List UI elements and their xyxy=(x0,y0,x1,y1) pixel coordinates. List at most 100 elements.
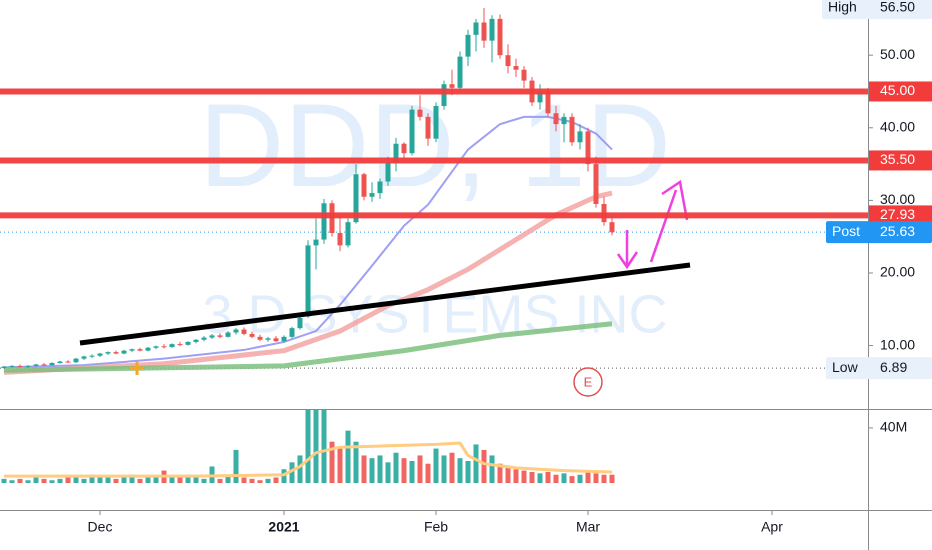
volume-bar xyxy=(9,480,15,483)
candle-body xyxy=(473,22,479,35)
volume-bar xyxy=(241,477,247,483)
candle-body xyxy=(577,131,583,143)
volume-bar xyxy=(345,430,351,483)
candle-body xyxy=(41,364,47,366)
volume-bar xyxy=(577,474,583,483)
volume-bar xyxy=(129,474,135,483)
level-tag xyxy=(869,205,932,226)
axes: 50.00 40.00 30.00 20.00 10.00 Dec 2021 Feb Mar Ap… xyxy=(88,0,932,535)
volume-bar xyxy=(593,473,599,483)
candle-body xyxy=(465,34,471,57)
candle-body xyxy=(441,84,447,106)
volume-pane xyxy=(1,410,615,483)
candle-body xyxy=(289,328,295,337)
low-value: 6.89 xyxy=(880,359,907,375)
candle-body xyxy=(89,355,95,357)
candle-body xyxy=(105,352,111,354)
candle-body xyxy=(113,352,119,354)
x-tick-label: Mar xyxy=(576,519,600,535)
trendline xyxy=(79,262,691,346)
candle-body xyxy=(217,335,223,337)
volume-bar xyxy=(425,463,431,483)
candle-body xyxy=(561,116,567,125)
candle-body xyxy=(49,362,55,366)
volume-bar xyxy=(585,471,591,483)
up-arrow xyxy=(649,179,689,263)
volume-bar xyxy=(121,477,127,483)
volume-bar xyxy=(313,410,319,483)
candle-body xyxy=(161,346,167,348)
earnings-label: E xyxy=(584,374,593,389)
volume-bar xyxy=(137,478,143,483)
low-text: Low xyxy=(832,359,859,375)
candle-body xyxy=(249,333,255,337)
candle-body xyxy=(585,131,591,165)
candle-body xyxy=(593,164,599,204)
candle-body xyxy=(457,56,463,88)
candle-body xyxy=(17,365,23,367)
candle-body xyxy=(137,349,143,351)
volume-bar xyxy=(473,444,479,483)
volume-bar xyxy=(417,455,423,483)
background-layer: DDD, 1D 3 D SYSTEMS INC xyxy=(199,80,671,344)
y-tick-label: 20.00 xyxy=(880,264,915,280)
volume-bar xyxy=(249,478,255,483)
volume-bar xyxy=(337,448,343,483)
volume-bar xyxy=(297,455,303,483)
post-text: Post xyxy=(832,223,860,239)
volume-bar xyxy=(105,476,111,483)
volume-bar xyxy=(33,477,39,483)
volume-bar xyxy=(257,480,263,483)
x-tick-label: 2021 xyxy=(268,519,299,535)
volume-bar xyxy=(401,458,407,483)
candle-body xyxy=(177,344,183,346)
volume-bar xyxy=(1,478,7,483)
candle-body xyxy=(345,222,351,246)
volume-bar xyxy=(97,477,103,483)
volume-bar xyxy=(49,480,55,483)
post-tag xyxy=(826,221,932,244)
candle-body xyxy=(241,329,247,334)
dividend-marker xyxy=(130,361,144,375)
volume-bar xyxy=(73,477,79,483)
candle-body xyxy=(9,365,15,367)
volume-bar xyxy=(81,478,87,483)
candle-body xyxy=(481,22,487,41)
volume-bar xyxy=(57,478,63,483)
volume-bar xyxy=(145,477,151,483)
candle-body xyxy=(145,347,151,351)
level-label: 27.93 xyxy=(880,206,915,222)
volume-bar xyxy=(177,476,183,483)
volume-bar xyxy=(225,476,231,483)
candle-body xyxy=(425,116,431,139)
candle-body xyxy=(153,346,159,348)
volume-bar xyxy=(465,460,471,483)
high-tag xyxy=(822,0,932,19)
level-tag xyxy=(869,81,932,102)
volume-bar xyxy=(217,478,223,483)
x-tick-label: Feb xyxy=(424,519,448,535)
volume-bar xyxy=(441,455,447,483)
volume-tick-label: 40M xyxy=(880,419,907,435)
candle-body xyxy=(609,222,615,233)
candle-body xyxy=(369,193,375,197)
volume-bar xyxy=(385,462,391,483)
candle-body xyxy=(57,361,63,363)
candle-body xyxy=(385,162,391,182)
volume-bar xyxy=(233,449,239,483)
volume-bar xyxy=(497,463,503,483)
candle-body xyxy=(129,349,135,351)
candle-body xyxy=(505,55,511,67)
high-text: High xyxy=(828,0,857,15)
candle-body xyxy=(305,245,311,317)
volume-bar xyxy=(481,449,487,483)
volume-bar xyxy=(17,478,23,483)
volume-bar xyxy=(457,458,463,483)
candle-body xyxy=(281,336,287,342)
volume-bar xyxy=(569,476,575,483)
volume-bar xyxy=(393,452,399,483)
name-watermark: 3 D SYSTEMS INC xyxy=(202,284,667,344)
candle-body xyxy=(25,365,31,367)
candle-body xyxy=(185,341,191,345)
